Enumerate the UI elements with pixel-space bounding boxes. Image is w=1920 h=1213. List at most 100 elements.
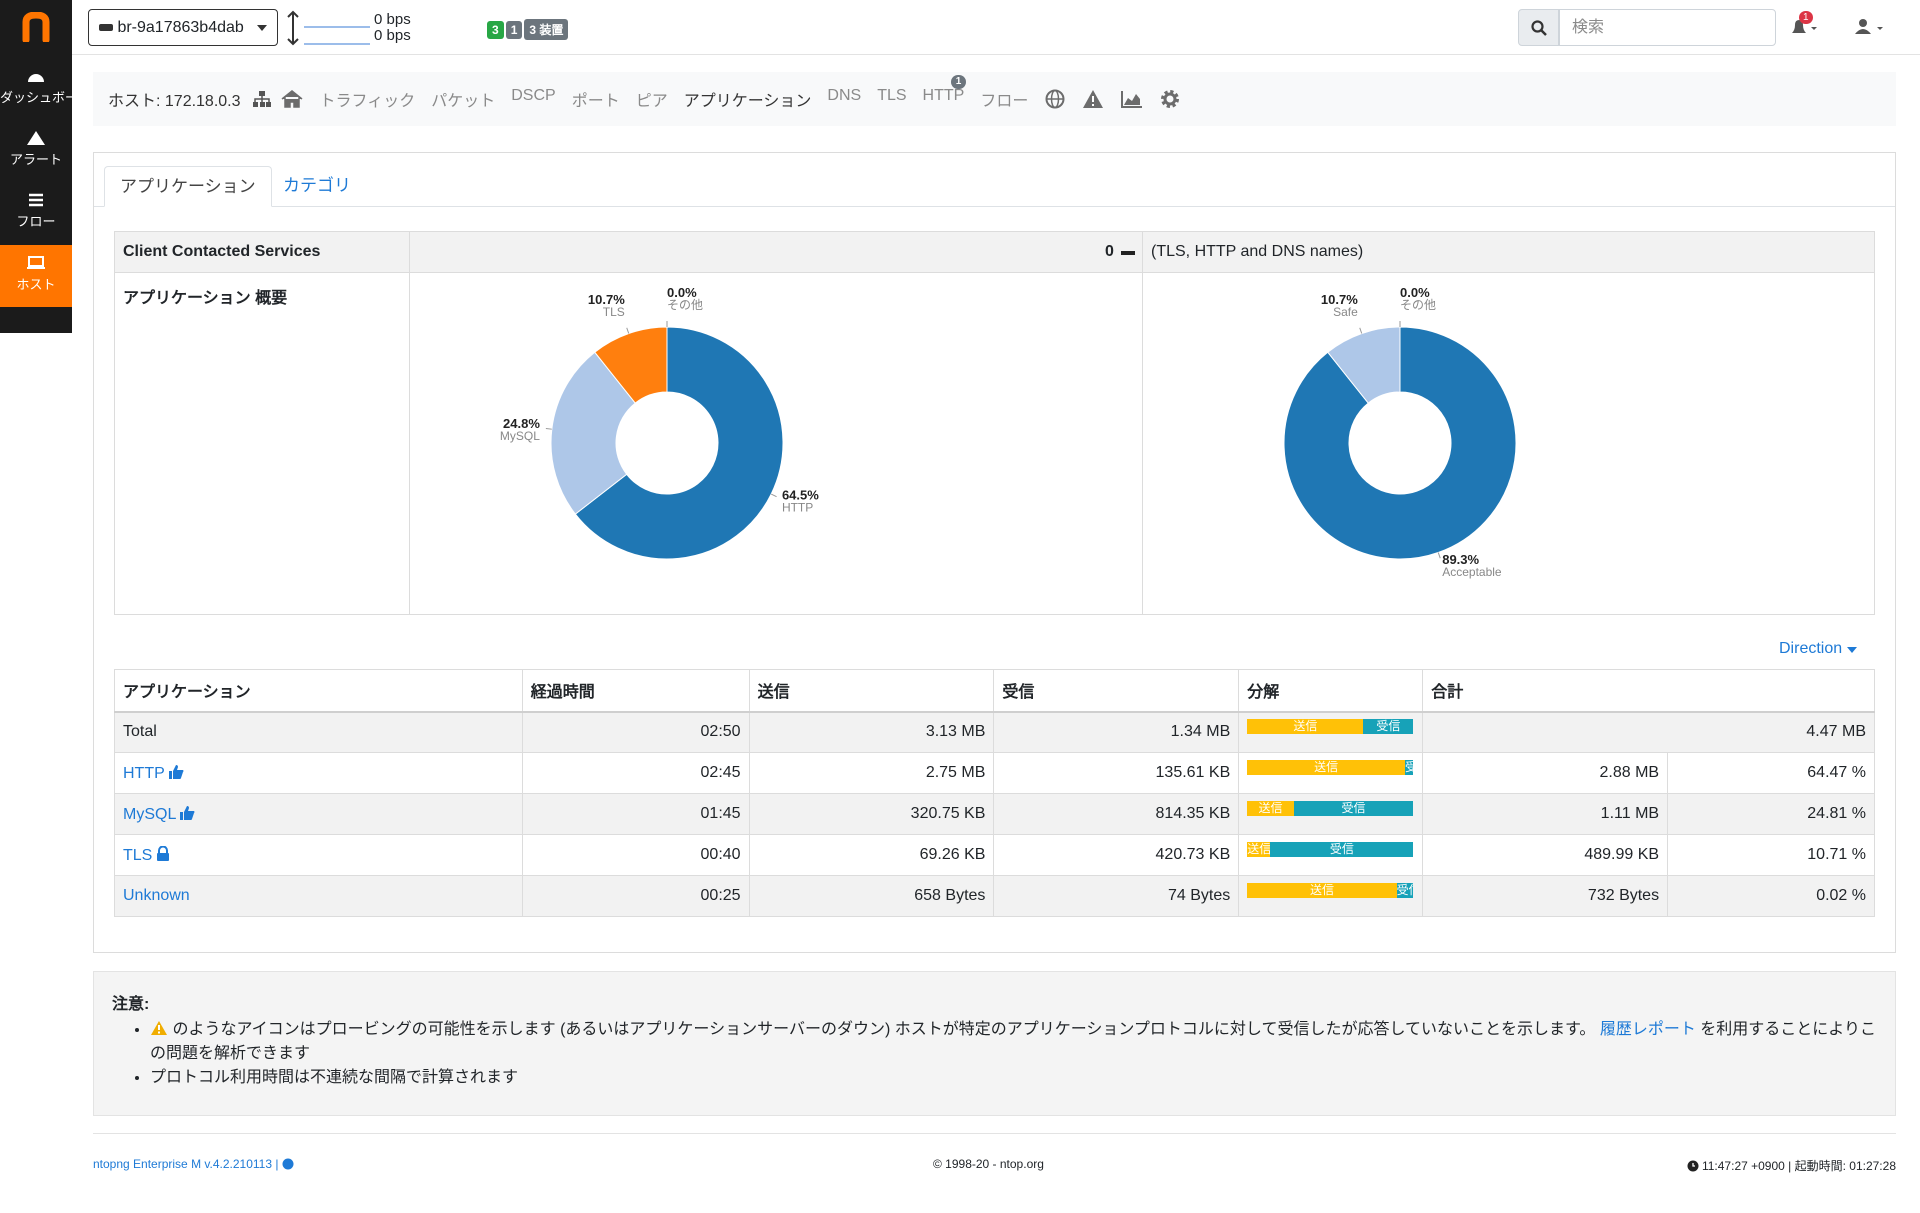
duration-cell: 01:45: [521, 793, 750, 835]
chart-icon[interactable]: [1121, 90, 1143, 108]
thumbs-up-icon: [180, 805, 195, 820]
pie-slice: [1283, 326, 1517, 560]
breakdown-sent: 送信: [1247, 841, 1271, 857]
alerts-icon[interactable]: [1082, 89, 1104, 109]
sidebar-label: ホスト: [16, 277, 56, 292]
app-cell: TLS: [114, 834, 523, 876]
total-cell: 4.47 MB: [1422, 711, 1875, 753]
download-rate: 0 bps: [374, 27, 411, 44]
icon-shape: [158, 845, 169, 853]
sidebar-item-active[interactable]: ホスト: [0, 245, 72, 307]
sidebar: ダッシュボード アラート フロー ホスト: [0, 0, 72, 333]
sidebar-item[interactable]: フロー: [0, 182, 72, 244]
sent-cell: 2.75 MB: [748, 752, 995, 794]
logo[interactable]: [22, 12, 50, 42]
flow-icon: [29, 193, 43, 207]
badge[interactable]: 3: [487, 21, 504, 39]
slice-name-label: HTTP: [782, 500, 813, 514]
footer-time: 11:47:27 +0900 | 起動時間: 01:27:28: [1687, 1157, 1896, 1174]
app-link[interactable]: HTTP: [123, 764, 165, 782]
sidebar-item[interactable]: アラート: [0, 120, 72, 182]
sidebar-label: フロー: [16, 214, 56, 229]
received-cell: 814.35 KB: [993, 793, 1240, 835]
nav-item[interactable]: フロー: [980, 93, 1029, 110]
overview-cell: [115, 232, 410, 614]
history-report-link[interactable]: 履歴レポート: [1599, 1021, 1696, 1038]
nav-item[interactable]: DSCP: [511, 87, 556, 104]
sidebar-label: アラート: [9, 152, 62, 167]
sidebar-item[interactable]: ダッシュボード: [0, 58, 72, 120]
search-input[interactable]: 検索: [1559, 9, 1776, 46]
breakdown-received: 受信: [1293, 800, 1414, 816]
duration-cell: 00:25: [521, 875, 750, 917]
badge[interactable]: 3 装置: [524, 19, 569, 40]
total-cell: 489.99 KB: [1422, 834, 1669, 876]
alert-count: 1: [1799, 11, 1813, 24]
nav-item[interactable]: トラフィック: [319, 93, 416, 110]
app-cell: Total: [114, 711, 523, 753]
collapse-icon[interactable]: [1121, 251, 1135, 255]
note-text: を利用することによりこの問題を解析できます: [150, 1021, 1876, 1062]
received-cell: 1.34 MB: [993, 711, 1240, 753]
interface-name: br-9a17863b4dab: [117, 19, 244, 36]
sparklines: [304, 26, 370, 45]
notes-title: 注意:: [112, 996, 150, 1013]
host-label: ホスト: 172.18.0.3: [108, 93, 241, 110]
upload-rate: 0 bps: [374, 11, 411, 28]
icon-shape: [180, 805, 195, 820]
interface-select[interactable]: br-9a17863b4dab: [88, 9, 278, 46]
time-text: 11:47:27 +0900 | 起動時間: 01:27:28: [1701, 1159, 1896, 1173]
nav-item[interactable]: TLS: [877, 87, 907, 104]
host-icon: [27, 256, 45, 269]
app-link[interactable]: MySQL: [123, 805, 177, 823]
pie-slice: [550, 351, 636, 515]
column-header: 受信: [993, 669, 1240, 713]
search-button[interactable]: [1518, 9, 1559, 46]
icon-shape: [168, 764, 184, 779]
nav-item[interactable]: HTTP 1: [922, 75, 967, 104]
app-cell: HTTP: [114, 752, 523, 794]
network-icon[interactable]: [252, 90, 272, 108]
tab-active[interactable]: アプリケーション: [104, 166, 272, 207]
breakdown-cell: 送信受信: [1238, 711, 1424, 753]
direction-dropdown[interactable]: Direction: [1779, 640, 1857, 658]
nav-item[interactable]: アプリケーション: [683, 93, 812, 110]
version-text: ntopng Enterprise M v.4.2.210113 |: [93, 1157, 279, 1171]
overview-note: (TLS, HTTP and DNS names): [1151, 243, 1364, 260]
globe-icon[interactable]: [1045, 89, 1065, 109]
alert-icon: [27, 131, 45, 145]
percent-cell: 24.81 %: [1667, 793, 1875, 835]
github-icon[interactable]: [282, 1158, 294, 1170]
table-row: Total 02:50 3.13 MB 1.34 MB 送信 受信 4.47 MB: [114, 711, 1875, 753]
app-link[interactable]: Unknown: [123, 887, 190, 904]
footer-version[interactable]: ntopng Enterprise M v.4.2.210113 |: [93, 1157, 294, 1171]
slice-name-label: その他: [667, 298, 703, 312]
settings-icon[interactable]: [1160, 89, 1180, 109]
nav-item[interactable]: ポート: [571, 93, 620, 110]
table-row: TLS 00:40 69.26 KB 420.73 KB 送信 受信 489.99 KB 10…: [114, 834, 1875, 876]
nav-item[interactable]: パケット: [431, 93, 496, 110]
label-leader: [770, 493, 777, 498]
slice-value-label: 89.3%: [1442, 552, 1479, 567]
breakdown-cell: 送信受信: [1238, 793, 1424, 835]
label-leader: [1359, 327, 1363, 334]
pie-charts: 64.5%HTTP24.8%MySQL10.7%TLS0.0%その他89.3%A…: [500, 285, 1517, 579]
notes: 注意: のようなアイコンはプロービングの可能性を示します (あるいはアプリケーシ…: [93, 971, 1896, 1116]
user-menu[interactable]: [1854, 18, 1888, 38]
breakdown-received: 受信: [1270, 841, 1414, 857]
breakdown-sent: 送信: [1247, 759, 1405, 775]
tab[interactable]: カテゴリ: [283, 176, 351, 195]
overview-header-label: Client Contacted Services: [123, 243, 321, 260]
breakdown-received: 受信: [1396, 882, 1414, 898]
slice-name-label: Acceptable: [1442, 565, 1502, 579]
app-link[interactable]: TLS: [123, 846, 153, 864]
badge[interactable]: 1: [505, 21, 523, 39]
home-icon[interactable]: [281, 90, 303, 108]
nav-item[interactable]: ピア: [635, 93, 668, 110]
caret: [1846, 647, 1857, 653]
nav-item[interactable]: DNS: [827, 87, 862, 104]
